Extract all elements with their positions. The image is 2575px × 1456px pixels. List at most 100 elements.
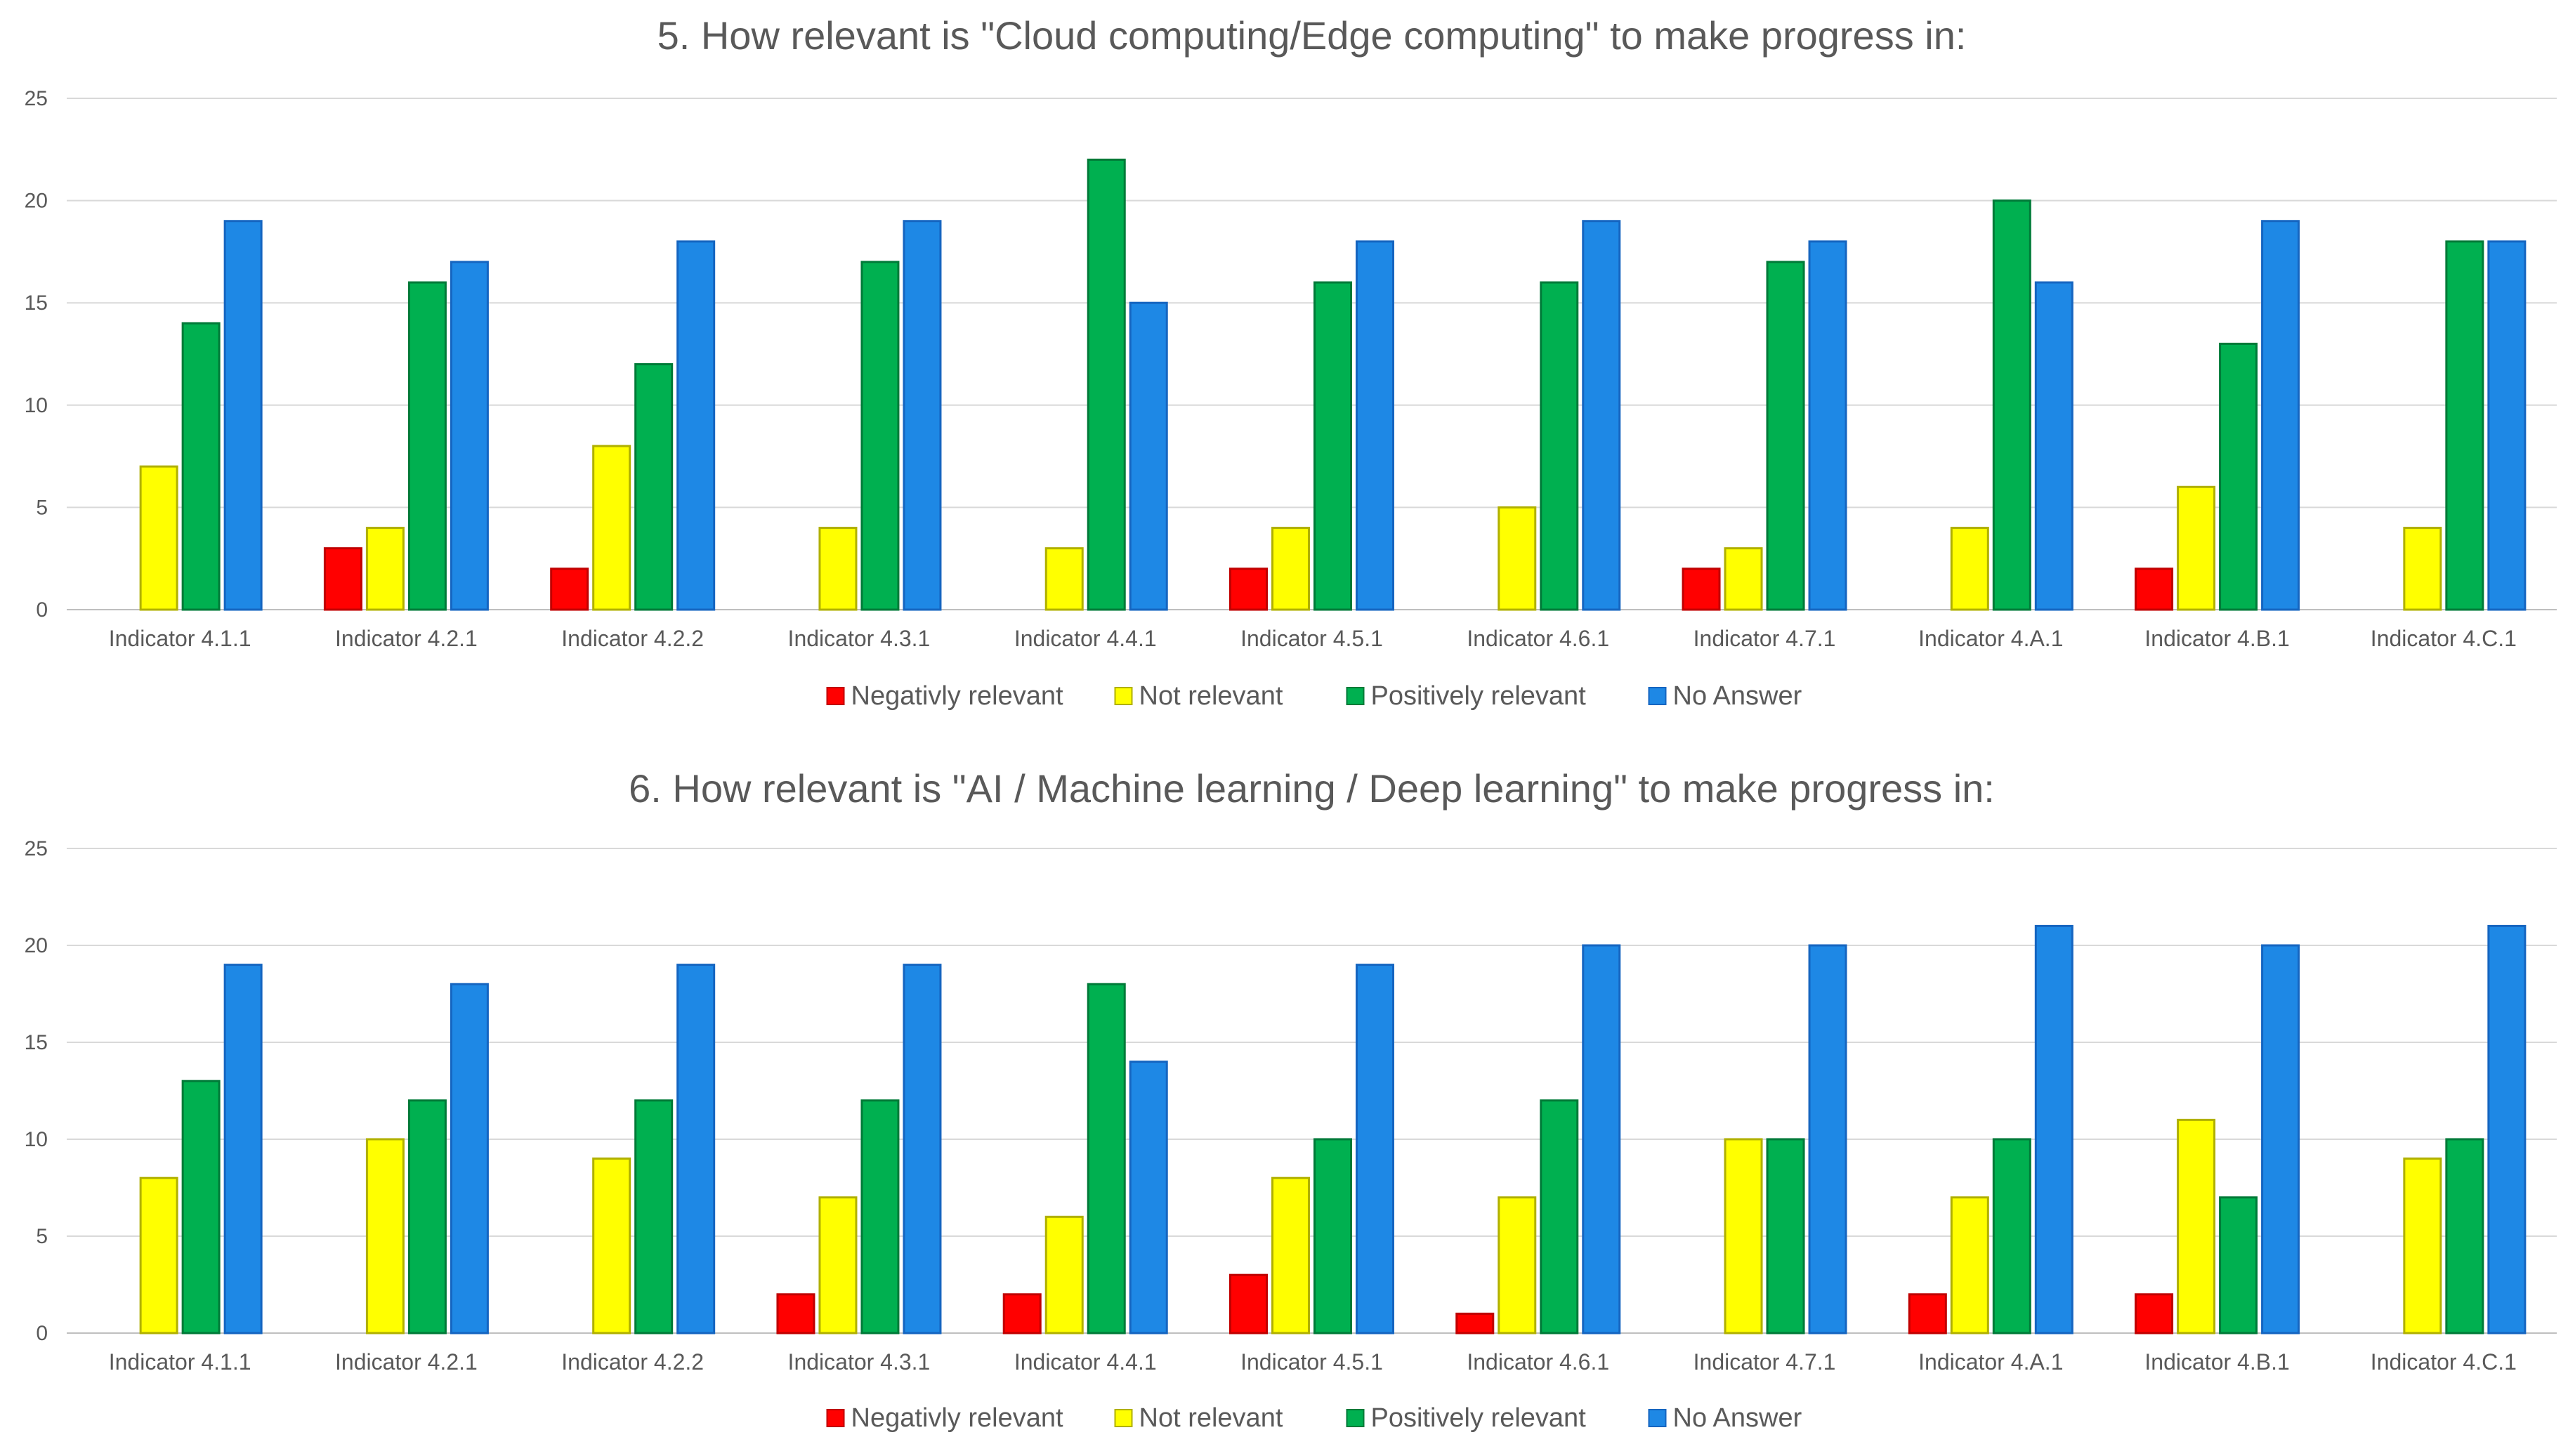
x-tick-label: Indicator 4.2.1 <box>335 1349 478 1375</box>
legend-label: No Answer <box>1673 681 1802 711</box>
bar-positively-relevant-indicator-4-4-1: Positively relevant — Indicator 4.4.1: 2… <box>1087 158 1126 611</box>
legend-swatch <box>1346 1409 1365 1427</box>
chart-title: 5. How relevant is "Cloud computing/Edge… <box>657 13 1967 58</box>
bar-no-answer-indicator-4-5-1: No Answer — Indicator 4.5.1: 18 <box>1356 240 1394 611</box>
legend-swatch <box>826 687 845 705</box>
x-tick-label: Indicator 4.5.1 <box>1240 1349 1383 1375</box>
legend-label: Negativly relevant <box>851 681 1063 711</box>
bar-not-relevant-indicator-4-1-1: Not relevant — Indicator 4.1.1: 7 <box>139 465 178 611</box>
bar-no-answer-indicator-4-4-1: No Answer — Indicator 4.4.1: 15 <box>1129 301 1168 611</box>
x-tick-label: Indicator 4.A.1 <box>1918 1349 2063 1375</box>
bar-positively-relevant-indicator-4-6-1: Positively relevant — Indicator 4.6.1: 1… <box>1540 281 1579 611</box>
bar-positively-relevant-indicator-4-2-1: Positively relevant — Indicator 4.2.1: 1… <box>407 1099 447 1334</box>
bar-positively-relevant-indicator-4-6-1: Positively relevant — Indicator 4.6.1: 1… <box>1540 1099 1579 1334</box>
legend-label: Not relevant <box>1139 1403 1283 1433</box>
bar-no-answer-indicator-4-5-1: No Answer — Indicator 4.5.1: 19 <box>1356 964 1394 1334</box>
x-tick-label: Indicator 4.C.1 <box>2371 1349 2517 1375</box>
chart-2: 6. How relevant is "AI / Machine learnin… <box>25 766 2557 1433</box>
bar-positively-relevant-indicator-4-2-2: Positively relevant — Indicator 4.2.2: 1… <box>634 363 674 611</box>
y-tick-label: 10 <box>25 1128 48 1151</box>
bar-positively-relevant-indicator-4-a-1: Positively relevant — Indicator 4.A.1: 1… <box>1992 1138 2031 1334</box>
bar-no-answer-indicator-4-a-1: No Answer — Indicator 4.A.1: 16 <box>2034 281 2073 611</box>
bar-positively-relevant-indicator-4-a-1: Positively relevant — Indicator 4.A.1: 2… <box>1992 199 2031 611</box>
legend-label: Positively relevant <box>1371 681 1587 711</box>
legend-swatch <box>1648 1409 1667 1427</box>
bar-positively-relevant-indicator-4-2-1: Positively relevant — Indicator 4.2.1: 1… <box>407 281 447 611</box>
bar-not-relevant-indicator-4-c-1: Not relevant — Indicator 4.C.1: 9 <box>2403 1157 2442 1334</box>
bar-not-relevant-indicator-4-5-1: Not relevant — Indicator 4.5.1: 8 <box>1271 1176 1310 1334</box>
bar-not-relevant-indicator-4-b-1: Not relevant — Indicator 4.B.1: 11 <box>2177 1118 2216 1334</box>
bar-negativly-relevant-indicator-4-a-1: Negativly relevant — Indicator 4.A.1: 2 <box>1908 1293 1947 1334</box>
legend-swatch <box>1114 1409 1133 1427</box>
y-tick-label: 25 <box>25 837 48 860</box>
bar-positively-relevant-indicator-4-5-1: Positively relevant — Indicator 4.5.1: 1… <box>1313 1138 1352 1334</box>
bar-no-answer-indicator-4-6-1: No Answer — Indicator 4.6.1: 20 <box>1582 944 1621 1334</box>
bar-not-relevant-indicator-4-5-1: Not relevant — Indicator 4.5.1: 4 <box>1271 527 1310 611</box>
bar-not-relevant-indicator-4-7-1: Not relevant — Indicator 4.7.1: 10 <box>1724 1138 1763 1334</box>
bar-not-relevant-indicator-4-3-1: Not relevant — Indicator 4.3.1: 7 <box>818 1196 858 1334</box>
bar-positively-relevant-indicator-4-b-1: Positively relevant — Indicator 4.B.1: 7 <box>2219 1196 2258 1334</box>
y-tick-label: 15 <box>25 1031 48 1054</box>
legend: Negativly relevant Not relevant Positively… <box>826 681 1802 711</box>
bar-positively-relevant-indicator-4-2-2: Positively relevant — Indicator 4.2.2: 1… <box>634 1099 674 1334</box>
bar-positively-relevant-indicator-4-c-1: Positively relevant — Indicator 4.C.1: 1… <box>2445 1138 2484 1334</box>
legend-label: No Answer <box>1673 1403 1802 1433</box>
y-tick-label: 0 <box>36 598 48 622</box>
bar-negativly-relevant-indicator-4-b-1: Negativly relevant — Indicator 4.B.1: 2 <box>2135 568 2174 611</box>
x-tick-label: Indicator 4.4.1 <box>1014 626 1157 651</box>
x-tick-label: Indicator 4.B.1 <box>2144 1349 2289 1375</box>
bar-positively-relevant-indicator-4-7-1: Positively relevant — Indicator 4.7.1: 1… <box>1766 1138 1805 1334</box>
x-tick-label: Indicator 4.1.1 <box>109 626 251 651</box>
bar-not-relevant-indicator-4-3-1: Not relevant — Indicator 4.3.1: 4 <box>818 527 858 611</box>
bar-negativly-relevant-indicator-4-7-1: Negativly relevant — Indicator 4.7.1: 2 <box>1682 568 1721 611</box>
legend-label: Negativly relevant <box>851 1403 1063 1433</box>
bar-no-answer-indicator-4-7-1: No Answer — Indicator 4.7.1: 18 <box>1808 240 1847 611</box>
bar-no-answer-indicator-4-2-1: No Answer — Indicator 4.2.1: 18 <box>450 983 489 1334</box>
bar-negativly-relevant-indicator-4-5-1: Negativly relevant — Indicator 4.5.1: 2 <box>1229 568 1268 611</box>
x-tick-label: Indicator 4.3.1 <box>788 1349 931 1375</box>
x-tick-label: Indicator 4.6.1 <box>1467 1349 1609 1375</box>
y-tick-label: 20 <box>25 190 48 213</box>
bar-negativly-relevant-indicator-4-5-1: Negativly relevant — Indicator 4.5.1: 3 <box>1229 1273 1268 1334</box>
bar-negativly-relevant-indicator-4-3-1: Negativly relevant — Indicator 4.3.1: 2 <box>776 1293 815 1334</box>
bar-not-relevant-indicator-4-c-1: Not relevant — Indicator 4.C.1: 4 <box>2403 527 2442 611</box>
bar-negativly-relevant-indicator-4-6-1: Negativly relevant — Indicator 4.6.1: 1 <box>1455 1312 1495 1334</box>
y-tick-label: 5 <box>36 496 48 519</box>
bar-not-relevant-indicator-4-4-1: Not relevant — Indicator 4.4.1: 6 <box>1044 1215 1084 1334</box>
x-tick-label: Indicator 4.7.1 <box>1693 626 1836 651</box>
bar-not-relevant-indicator-4-2-1: Not relevant — Indicator 4.2.1: 10 <box>365 1138 405 1334</box>
bar-positively-relevant-indicator-4-5-1: Positively relevant — Indicator 4.5.1: 1… <box>1313 281 1352 611</box>
bar-not-relevant-indicator-4-1-1: Not relevant — Indicator 4.1.1: 8 <box>139 1176 178 1334</box>
bar-no-answer-indicator-4-c-1: No Answer — Indicator 4.C.1: 21 <box>2487 924 2527 1334</box>
x-tick-label: Indicator 4.3.1 <box>788 626 931 651</box>
bar-no-answer-indicator-4-2-1: No Answer — Indicator 4.2.1: 17 <box>450 261 489 611</box>
legend-swatch <box>1114 687 1133 705</box>
y-tick-label: 25 <box>25 87 48 110</box>
x-tick-label: Indicator 4.4.1 <box>1014 1349 1157 1375</box>
bar-positively-relevant-indicator-4-1-1: Positively relevant — Indicator 4.1.1: 1… <box>181 322 221 611</box>
x-tick-label: Indicator 4.1.1 <box>109 1349 251 1375</box>
bar-no-answer-indicator-4-3-1: No Answer — Indicator 4.3.1: 19 <box>903 964 942 1334</box>
bar-positively-relevant-indicator-4-3-1: Positively relevant — Indicator 4.3.1: 1… <box>860 1099 900 1334</box>
bar-positively-relevant-indicator-4-3-1: Positively relevant — Indicator 4.3.1: 1… <box>860 261 900 611</box>
bar-no-answer-indicator-4-6-1: No Answer — Indicator 4.6.1: 19 <box>1582 220 1621 611</box>
legend-label: Not relevant <box>1139 681 1283 711</box>
x-tick-label: Indicator 4.2.2 <box>561 1349 704 1375</box>
chart-1: 5. How relevant is "Cloud computing/Edge… <box>25 13 2557 711</box>
x-tick-label: Indicator 4.5.1 <box>1240 626 1383 651</box>
bar-no-answer-indicator-4-4-1: No Answer — Indicator 4.4.1: 14 <box>1129 1061 1168 1334</box>
x-tick-label: Indicator 4.7.1 <box>1693 1349 1836 1375</box>
bar-not-relevant-indicator-4-2-2: Not relevant — Indicator 4.2.2: 9 <box>592 1157 631 1334</box>
y-tick-label: 15 <box>25 291 48 315</box>
bar-no-answer-indicator-4-c-1: No Answer — Indicator 4.C.1: 18 <box>2487 240 2527 611</box>
bar-negativly-relevant-indicator-4-2-2: Negativly relevant — Indicator 4.2.2: 2 <box>550 568 589 611</box>
y-tick-label: 0 <box>36 1322 48 1345</box>
bar-not-relevant-indicator-4-a-1: Not relevant — Indicator 4.A.1: 4 <box>1950 527 1989 611</box>
legend-swatch <box>826 1409 845 1427</box>
x-tick-label: Indicator 4.B.1 <box>2144 626 2289 651</box>
bar-not-relevant-indicator-4-6-1: Not relevant — Indicator 4.6.1: 5 <box>1498 506 1537 611</box>
y-tick-label: 5 <box>36 1225 48 1248</box>
bar-not-relevant-indicator-4-4-1: Not relevant — Indicator 4.4.1: 3 <box>1044 547 1084 611</box>
